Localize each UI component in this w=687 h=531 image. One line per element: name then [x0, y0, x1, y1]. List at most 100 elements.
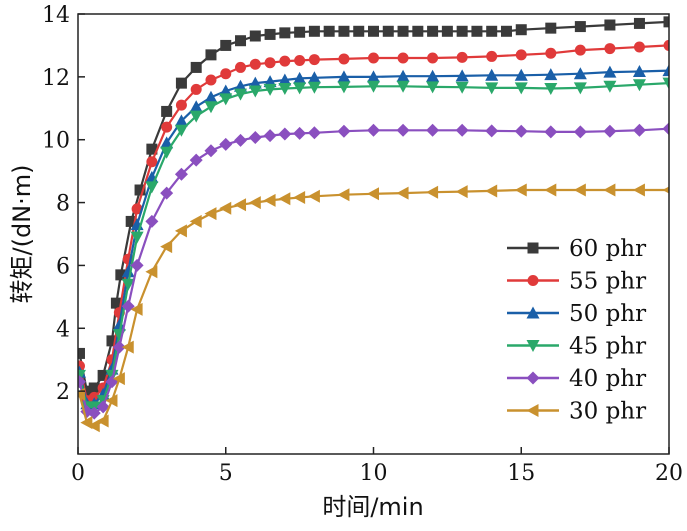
data-point [279, 27, 291, 39]
data-point [146, 156, 158, 168]
data-point [174, 114, 188, 127]
data-point [130, 302, 143, 316]
data-point [426, 123, 440, 137]
data-point [456, 25, 468, 37]
data-point [367, 123, 380, 137]
data-point [662, 122, 669, 136]
data-point [125, 215, 137, 227]
data-point [514, 82, 528, 95]
data-point [544, 125, 558, 139]
data-point [249, 30, 261, 42]
data-point [205, 49, 217, 61]
data-point [308, 54, 320, 66]
data-point [189, 153, 203, 167]
data-point [106, 335, 118, 347]
data-point [485, 124, 499, 138]
data-point [189, 110, 203, 123]
data-point [633, 17, 645, 29]
series-60-phr [78, 16, 669, 397]
data-point [485, 184, 498, 198]
data-point [427, 52, 439, 64]
data-point [426, 81, 440, 94]
data-point [455, 81, 469, 94]
data-point [603, 65, 617, 78]
data-point [471, 25, 483, 37]
series-line-60-phr [78, 20, 669, 393]
data-point [78, 387, 85, 401]
data-point [573, 67, 587, 80]
data-point [160, 240, 173, 254]
data-point [574, 21, 586, 33]
data-point [396, 123, 410, 137]
data-point [96, 414, 109, 428]
y-tick-label: 8 [56, 192, 70, 217]
y-tick-label: 14 [42, 3, 70, 28]
data-point [219, 93, 233, 106]
data-point [455, 69, 469, 82]
legend-marker [526, 404, 539, 417]
y-tick-label: 10 [42, 129, 70, 154]
y-tick-label: 12 [42, 66, 70, 91]
data-point [121, 278, 135, 291]
data-point [219, 201, 232, 215]
data-point [604, 43, 616, 55]
data-point [130, 231, 144, 244]
data-point [248, 196, 261, 210]
legend-entry: 40 phr [507, 366, 646, 392]
data-point [121, 265, 135, 278]
data-point [105, 394, 118, 408]
data-point [146, 143, 158, 155]
data-point [248, 131, 262, 145]
data-point [486, 25, 498, 37]
series-line-50-phr [78, 69, 669, 405]
x-tick-label: 20 [655, 461, 683, 486]
data-point [190, 83, 202, 95]
data-point [397, 25, 409, 37]
data-point [514, 183, 527, 197]
data-point [278, 192, 291, 206]
series-line-45-phr [78, 82, 669, 408]
legend-marker [526, 371, 540, 385]
data-point [485, 68, 499, 81]
data-point [307, 81, 321, 94]
data-point [337, 124, 351, 138]
data-point [368, 25, 379, 37]
data-point [514, 124, 528, 138]
data-point [161, 121, 173, 133]
data-point [78, 347, 85, 359]
legend-marker [527, 275, 539, 286]
data-point [234, 198, 247, 212]
data-point [112, 372, 125, 386]
data-point [486, 50, 498, 62]
data-point [632, 123, 646, 137]
data-point [396, 69, 410, 82]
legend-entry: 30 phr [507, 399, 646, 425]
data-point [278, 73, 292, 86]
data-point [88, 382, 100, 394]
data-point [545, 22, 557, 34]
data-point [663, 39, 669, 51]
data-point [603, 183, 616, 197]
data-point [87, 406, 101, 420]
data-point [235, 35, 247, 47]
data-point [368, 52, 379, 64]
data-point [293, 71, 307, 84]
data-point [573, 183, 586, 197]
data-point [515, 24, 527, 36]
legend-entry: 50 phr [507, 301, 646, 327]
x-tick-label: 5 [219, 461, 233, 486]
x-tick-label: 10 [360, 461, 388, 486]
data-point [574, 44, 586, 56]
data-point [264, 28, 276, 40]
data-point [263, 129, 277, 143]
data-point [175, 77, 187, 89]
data-point [367, 80, 380, 93]
y-tick-label: 6 [56, 254, 70, 279]
data-point [174, 167, 188, 181]
data-point [235, 61, 247, 73]
data-point [131, 203, 143, 215]
data-point [78, 375, 86, 389]
data-point [220, 68, 232, 80]
data-point [632, 65, 646, 78]
data-point [485, 82, 499, 95]
